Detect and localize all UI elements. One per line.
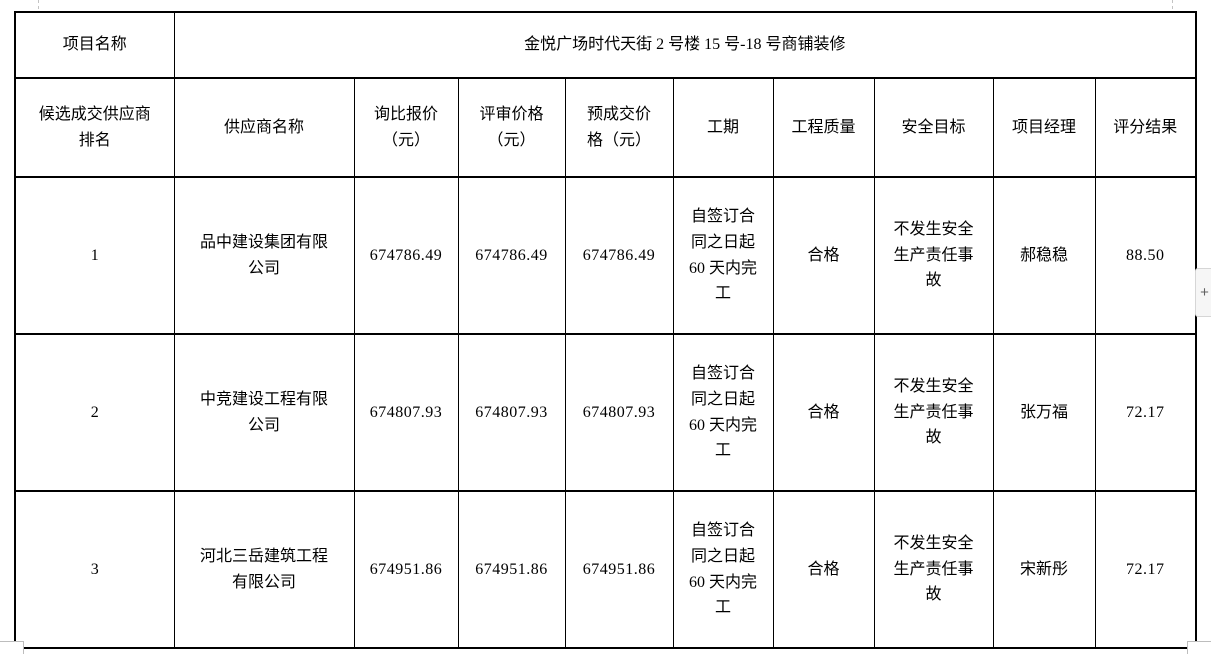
cell-score: 72.17: [1094, 333, 1197, 492]
project-row: 项目名称 金悦广场时代天街 2 号楼 15 号-18 号商铺装修: [14, 11, 1197, 79]
cell-safety: 不发生安全 生产责任事 故: [873, 490, 994, 649]
column-header-inquiry-price: 询比报价 （元）: [353, 77, 459, 178]
cell-duration: 自签订合 同之日起 60 天内完 工: [672, 490, 774, 649]
side-panel-expand-button[interactable]: +: [1195, 268, 1211, 317]
column-header-rank: 候选成交供应商 排名: [14, 77, 175, 178]
bid-result-table: 项目名称 金悦广场时代天街 2 号楼 15 号-18 号商铺装修 候选成交供应商…: [14, 11, 1198, 649]
table-row: 1 品中建设集团有限 公司 674786.49 674786.49 674786…: [14, 176, 1197, 335]
cell-pre-deal-price: 674807.93: [564, 333, 674, 492]
cell-duration: 自签订合 同之日起 60 天内完 工: [672, 176, 774, 335]
column-header-quality: 工程质量: [772, 77, 875, 178]
cell-manager: 郝稳稳: [992, 176, 1096, 335]
table-header-row: 候选成交供应商 排名 供应商名称 询比报价 （元） 评审价格 （元） 预成交价 …: [14, 77, 1197, 178]
cell-duration: 自签订合 同之日起 60 天内完 工: [672, 333, 774, 492]
column-header-supplier: 供应商名称: [173, 77, 355, 178]
plus-icon: +: [1200, 284, 1209, 301]
cell-review-price: 674951.86: [457, 490, 566, 649]
column-header-review-price: 评审价格 （元）: [457, 77, 566, 178]
table-row: 2 中竞建设工程有限 公司 674807.93 674807.93 674807…: [14, 333, 1197, 492]
cell-rank: 1: [14, 176, 175, 335]
column-header-score: 评分结果: [1094, 77, 1197, 178]
text-boundary-mark-left: [38, 0, 39, 9]
cell-supplier: 中竞建设工程有限 公司: [173, 333, 355, 492]
cell-rank: 2: [14, 333, 175, 492]
cell-quality: 合格: [772, 490, 875, 649]
cell-quality: 合格: [772, 176, 875, 335]
cell-inquiry-price: 674786.49: [353, 176, 459, 335]
cell-manager: 宋新彤: [992, 490, 1096, 649]
column-header-duration: 工期: [672, 77, 774, 178]
project-name-label: 项目名称: [14, 11, 175, 79]
cell-safety: 不发生安全 生产责任事 故: [873, 176, 994, 335]
next-page-corner-right: [1187, 641, 1211, 654]
next-page-corner-left: [0, 641, 24, 654]
cell-rank: 3: [14, 490, 175, 649]
cell-review-price: 674786.49: [457, 176, 566, 335]
cell-safety: 不发生安全 生产责任事 故: [873, 333, 994, 492]
cell-supplier: 河北三岳建筑工程 有限公司: [173, 490, 355, 649]
text-boundary-mark-right: [1172, 0, 1173, 9]
cell-review-price: 674807.93: [457, 333, 566, 492]
cell-score: 88.50: [1094, 176, 1197, 335]
project-name-value: 金悦广场时代天街 2 号楼 15 号-18 号商铺装修: [173, 11, 1197, 79]
cell-pre-deal-price: 674786.49: [564, 176, 674, 335]
table-row: 3 河北三岳建筑工程 有限公司 674951.86 674951.86 6749…: [14, 490, 1197, 649]
cell-manager: 张万福: [992, 333, 1096, 492]
cell-score: 72.17: [1094, 490, 1197, 649]
column-header-safety: 安全目标: [873, 77, 994, 178]
cell-inquiry-price: 674951.86: [353, 490, 459, 649]
cell-supplier: 品中建设集团有限 公司: [173, 176, 355, 335]
cell-inquiry-price: 674807.93: [353, 333, 459, 492]
column-header-manager: 项目经理: [992, 77, 1096, 178]
cell-pre-deal-price: 674951.86: [564, 490, 674, 649]
cell-quality: 合格: [772, 333, 875, 492]
column-header-pre-deal-price: 预成交价 格（元）: [564, 77, 674, 178]
